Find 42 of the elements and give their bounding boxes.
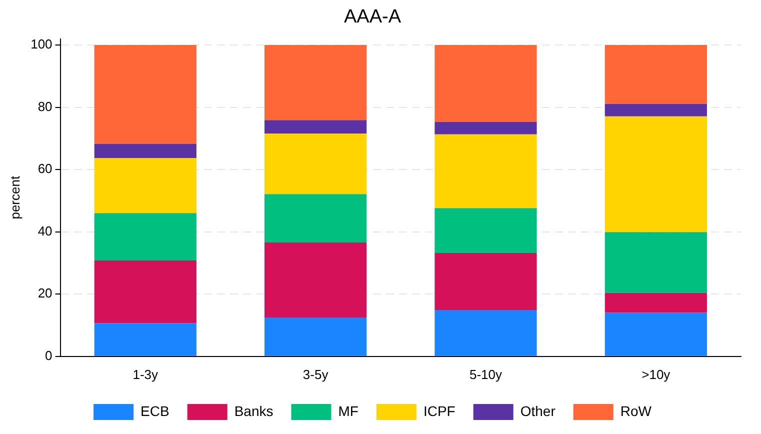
y-tick-label: 20 (38, 286, 52, 301)
bar (604, 292, 707, 313)
bar (434, 134, 537, 208)
bar (434, 208, 537, 254)
bar (434, 45, 537, 122)
legend-label: Other (520, 402, 556, 419)
bar (434, 253, 537, 310)
bar (264, 242, 367, 318)
y-tick-label: 0 (45, 348, 52, 363)
x-tick-label: 1-3y (132, 366, 159, 382)
x-tick-label: 5-10y (469, 366, 502, 382)
bar (604, 312, 707, 356)
bar (604, 232, 707, 293)
bar (264, 317, 367, 356)
y-axis-title: percent (7, 176, 22, 220)
bar (604, 116, 707, 232)
bar (604, 45, 707, 104)
bar (264, 133, 367, 194)
bar (94, 45, 196, 144)
bar (94, 323, 196, 356)
chart-title: AAA-A (344, 6, 402, 28)
legend-label: MF (338, 402, 358, 419)
bar (434, 310, 537, 356)
bar (434, 122, 537, 134)
legend-label: RoW (620, 402, 652, 419)
legend-label: ECB (140, 402, 170, 419)
legend-label: ICPF (423, 402, 456, 419)
x-tick-label: 3-5y (302, 366, 329, 382)
legend-label: Banks (234, 402, 274, 419)
y-tick-label: 80 (38, 98, 52, 114)
bar (94, 144, 196, 158)
bar (264, 120, 367, 134)
bar (94, 213, 196, 260)
bar (264, 194, 367, 242)
x-tick-label: >10y (642, 366, 671, 382)
bar (604, 104, 707, 116)
bar (94, 158, 196, 214)
y-tick-label: 40 (38, 223, 52, 238)
y-tick-label: 100 (30, 36, 52, 52)
bar (264, 45, 367, 120)
y-tick-label: 60 (38, 161, 52, 176)
bar (94, 260, 196, 324)
